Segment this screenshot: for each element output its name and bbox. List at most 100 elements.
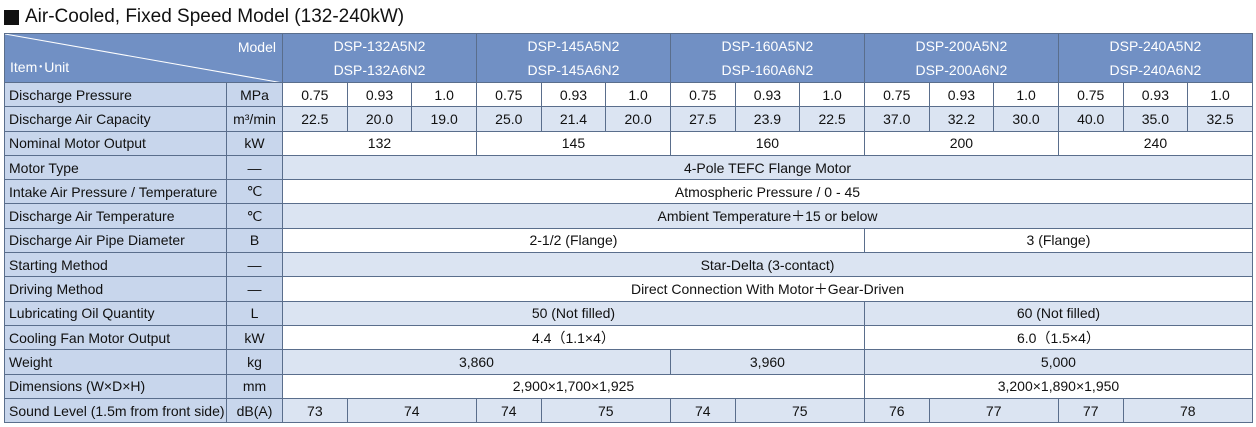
value-cell: 74: [346, 397, 477, 424]
value-cell: 1.0: [1187, 81, 1253, 108]
value-cell: 30.0: [993, 106, 1059, 132]
value-cell: 200: [863, 130, 1059, 156]
unit: B: [226, 227, 283, 254]
value-cell: 20.0: [605, 106, 671, 132]
unit: m³/min: [226, 106, 283, 132]
value-cell: 0.75: [863, 81, 930, 108]
item-name: Discharge Air Capacity: [4, 106, 227, 132]
value-cell: 1.0: [993, 81, 1059, 108]
unit: L: [226, 300, 283, 326]
title: Air-Cooled, Fixed Speed Model (132-240kW…: [25, 6, 405, 27]
unit: ℃: [226, 203, 283, 229]
model-name: DSP-132A5N2: [333, 38, 426, 54]
value-cell: 27.5: [669, 106, 736, 132]
spec-row: Discharge Air Temperature ℃ Ambient Temper…: [4, 203, 1253, 229]
value-cell: 77: [1057, 397, 1124, 424]
unit: —: [226, 252, 283, 278]
value-cell: 75: [540, 397, 671, 424]
spec-table: Model Item･Unit DSP-132A5N2 DSP-132A6N2 DSP-…: [4, 33, 1254, 424]
value-cell: 75: [734, 397, 865, 424]
item-name: Sound Level (1.5m from front side): [4, 397, 227, 424]
model-name: DSP-200A5N2: [915, 38, 1008, 54]
model-name: DSP-240A6N2: [1109, 62, 1202, 78]
item-name: Starting Method: [4, 252, 227, 278]
model-name: DSP-200A6N2: [915, 62, 1008, 78]
value-cell: 1.0: [799, 81, 865, 108]
model-name: DSP-160A5N2: [721, 38, 814, 54]
value-cell: 4-Pole TEFC Flange Motor: [282, 154, 1253, 181]
value-cell: 2,900×1,700×1,925: [282, 373, 865, 399]
value-cell: 25.0: [475, 106, 542, 132]
spec-row: Discharge Air Capacity m³/min 22.5 20.0 19.0…: [4, 106, 1253, 132]
value-cell: 2-1/2 (Flange): [282, 227, 865, 254]
value-cell: 40.0: [1057, 106, 1124, 132]
value-cell: 76: [863, 397, 930, 424]
value-cell: 78: [1122, 397, 1254, 424]
model-header: DSP-200A5N2 DSP-200A6N2: [863, 33, 1059, 83]
value-cell: 0.75: [282, 81, 348, 108]
value-cell: 0.93: [928, 81, 995, 108]
header-row: Model Item･Unit DSP-132A5N2 DSP-132A6N2 DSP-…: [4, 33, 1254, 83]
value-cell: 60 (Not filled): [863, 300, 1254, 326]
value-cell: 0.93: [540, 81, 607, 108]
value-cell: 132: [282, 130, 477, 156]
model-name: DSP-240A5N2: [1109, 38, 1202, 54]
model-label: Model: [237, 39, 276, 55]
value-cell: Star-Delta (3-contact): [282, 252, 1253, 278]
value-cell: 32.5: [1187, 106, 1253, 132]
model-name: DSP-160A6N2: [721, 62, 814, 78]
value-cell: 77: [928, 397, 1059, 424]
value-cell: 23.9: [734, 106, 801, 132]
value-cell: 1.0: [605, 81, 671, 108]
diagonal: [5, 34, 278, 82]
unit: —: [226, 276, 283, 302]
value-cell: 3,200×1,890×1,950: [863, 373, 1254, 399]
value-cell: 37.0: [863, 106, 930, 132]
value-cell: 22.5: [799, 106, 865, 132]
value-cell: 50 (Not filled): [282, 300, 865, 326]
model-name: DSP-145A6N2: [527, 62, 620, 78]
value-cell: 0.93: [734, 81, 801, 108]
value-cell: 74: [669, 397, 736, 424]
unit: dB(A): [226, 397, 283, 424]
value-cell: 0.93: [1122, 81, 1189, 108]
value-cell: 145: [475, 130, 671, 156]
unit: —: [226, 154, 283, 181]
item-name: Nominal Motor Output: [4, 130, 227, 156]
spec-row: Motor Type —4-Pole TEFC Flange Motor: [4, 154, 1253, 181]
model-header: DSP-145A5N2 DSP-145A6N2: [475, 33, 671, 83]
unit: kW: [226, 130, 283, 156]
unit: ℃: [226, 179, 283, 205]
value-cell: 22.5: [282, 106, 348, 132]
spec-row: Lubricating Oil Quantity L 50 (Not filled)…: [4, 300, 1254, 326]
item-name: Dimensions (W×D×H): [4, 373, 227, 399]
item-name: Intake Air Pressure / Temperature: [4, 179, 227, 205]
model-name: DSP-145A5N2: [527, 38, 620, 54]
value-cell: 0.75: [1057, 81, 1124, 108]
spec-row: Dimensions (W×D×H) mm 2,900×1,700×1,925 3,2…: [4, 373, 1254, 399]
value-cell: 5,000: [863, 349, 1254, 375]
item-name: Discharge Pressure: [4, 81, 227, 108]
value-cell: 3,860: [282, 349, 671, 375]
value-cell: Ambient Temperature＋15 or below: [282, 203, 1253, 229]
value-cell: 4.4（1.1×4）: [282, 324, 865, 351]
value-cell: Atmospheric Pressure / 0 - 45: [282, 179, 1253, 205]
value-cell: 0.75: [669, 81, 736, 108]
spec-row: Sound Level (1.5m from front side) dB(A) 7…: [4, 397, 1254, 424]
value-cell: 3,960: [669, 349, 865, 375]
value-cell: 3 (Flange): [863, 227, 1254, 254]
spec-row: Discharge Pressure MPa 0.75 0.93 1.0 0.75 0.93…: [4, 81, 1253, 108]
value-cell: 73: [282, 397, 348, 424]
value-cell: 0.75: [475, 81, 542, 108]
value-cell: Direct Connection With Motor＋Gear-Driven: [282, 276, 1253, 302]
title-bar: Air-Cooled, Fixed Speed Model (132-240kW…: [4, 4, 404, 30]
spec-row: Nominal Motor Output kW 132 145 160 200 240: [4, 130, 1254, 156]
value-cell: 21.4: [540, 106, 607, 132]
value-cell: 0.93: [346, 81, 413, 108]
value-cell: 240: [1057, 130, 1254, 156]
model-name: DSP-132A6N2: [333, 62, 426, 78]
header-corner: Model Item･Unit: [4, 33, 283, 83]
value-cell: 35.0: [1122, 106, 1189, 132]
value-cell: 6.0（1.5×4）: [863, 324, 1254, 351]
